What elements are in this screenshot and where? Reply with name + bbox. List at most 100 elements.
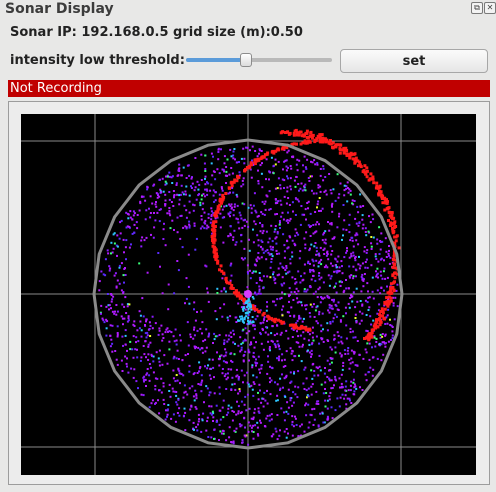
sonar-point (224, 348, 227, 351)
sonar-point (143, 353, 146, 356)
sonar-point (133, 212, 136, 215)
sonar-point (365, 169, 369, 173)
close-icon[interactable]: ✕ (484, 2, 496, 14)
sonar-point (353, 352, 356, 355)
sonar-point (252, 307, 256, 310)
sonar-point (283, 179, 286, 182)
sonar-point (229, 148, 232, 151)
sonar-point (314, 279, 317, 282)
sonar-point (252, 394, 255, 397)
sonar-point (241, 308, 244, 311)
sonar-point (330, 348, 333, 351)
sonar-point (335, 379, 337, 382)
sonar-point (214, 191, 217, 194)
sonar-point (190, 187, 193, 189)
sonar-point (343, 256, 346, 259)
sonar-point (111, 350, 114, 353)
sonar-point (247, 272, 249, 275)
slider-handle[interactable] (239, 53, 252, 67)
sonar-point (356, 205, 359, 208)
sonar-point (277, 357, 280, 360)
sonar-point (381, 309, 385, 313)
sonar-point (168, 348, 171, 351)
sonar-point (189, 408, 192, 411)
sonar-point (266, 372, 269, 375)
sonar-point (292, 155, 295, 158)
sonar-point (265, 194, 268, 197)
sonar-point (324, 230, 327, 233)
sonar-point (168, 198, 171, 201)
sonar-point (348, 188, 351, 191)
set-button[interactable]: set (340, 49, 488, 73)
sonar-point (269, 365, 271, 368)
sonar-point (303, 272, 306, 275)
sonar-point (177, 358, 180, 360)
sonar-point (261, 241, 264, 243)
sonar-point (330, 406, 333, 409)
sonar-point (114, 350, 117, 352)
sonar-point (106, 249, 109, 252)
restore-icon[interactable]: ⧉ (471, 2, 483, 14)
sonar-point (167, 330, 169, 333)
sonar-point (240, 217, 243, 220)
sonar-point (316, 163, 319, 166)
sonar-point (242, 309, 245, 312)
sonar-point (210, 210, 213, 213)
sonar-point (362, 205, 365, 207)
sonar-point (170, 417, 173, 420)
sonar-point (352, 265, 355, 268)
sonar-point (219, 212, 222, 215)
sonar-point (188, 419, 191, 422)
sonar-point (226, 361, 228, 364)
sonar-point (299, 130, 303, 134)
sonar-point (278, 434, 281, 437)
sonar-point (252, 336, 255, 339)
sonar-point (145, 336, 148, 339)
sonar-point (234, 430, 237, 433)
sonar-point (291, 239, 294, 242)
sonar-point (349, 189, 352, 192)
sonar-point (379, 292, 382, 295)
sonar-point (233, 353, 236, 356)
sonar-point (319, 412, 322, 415)
sonar-point (124, 267, 126, 269)
sonar-point (207, 300, 210, 303)
sonar-point (384, 277, 387, 280)
sonar-point (331, 205, 333, 208)
sonar-point (145, 209, 148, 212)
sonar-point (160, 377, 163, 380)
sonar-point (272, 246, 274, 249)
sonar-point (167, 175, 169, 178)
sonar-point (344, 385, 347, 388)
sonar-point (221, 277, 224, 280)
sonar-point (263, 213, 266, 216)
sonar-point (221, 168, 224, 171)
sonar-point (181, 246, 184, 249)
sonar-point (374, 326, 378, 330)
sonar-point (184, 302, 186, 305)
sonar-point (278, 345, 280, 347)
sonar-point (267, 317, 271, 321)
sonar-point (225, 204, 228, 207)
sonar-point (146, 368, 149, 370)
sonar-point (193, 372, 196, 374)
sonar-point (108, 304, 111, 307)
sonar-point (216, 351, 218, 354)
sonar-point (223, 339, 226, 342)
sonar-point (158, 209, 161, 211)
sonar-point (366, 342, 369, 345)
sonar-point (204, 175, 207, 178)
sonar-point (189, 333, 192, 336)
sonar-point (283, 419, 286, 422)
sonar-point (181, 359, 184, 362)
sonar-point (193, 224, 196, 227)
sonar-point (218, 172, 221, 175)
sonar-point (377, 309, 380, 312)
sonar-point (372, 319, 375, 322)
sonar-point (138, 209, 141, 212)
threshold-slider[interactable] (186, 53, 332, 67)
sonar-point (231, 172, 234, 175)
sonar-point (335, 291, 338, 294)
sonar-point (213, 437, 215, 440)
sonar-point (262, 229, 265, 232)
